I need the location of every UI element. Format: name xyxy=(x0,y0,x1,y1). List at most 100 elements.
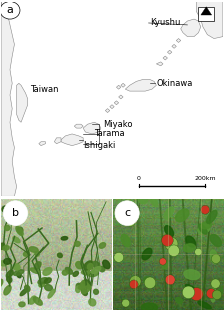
Ellipse shape xyxy=(5,226,10,231)
Circle shape xyxy=(122,299,130,307)
Polygon shape xyxy=(176,39,181,42)
Ellipse shape xyxy=(150,195,157,207)
Ellipse shape xyxy=(58,253,62,258)
Ellipse shape xyxy=(61,236,68,240)
Polygon shape xyxy=(105,109,110,113)
Polygon shape xyxy=(125,80,156,91)
Ellipse shape xyxy=(94,289,98,294)
Circle shape xyxy=(129,275,141,287)
Polygon shape xyxy=(61,134,83,146)
Circle shape xyxy=(168,245,179,256)
Ellipse shape xyxy=(35,251,39,256)
Ellipse shape xyxy=(210,250,218,264)
Ellipse shape xyxy=(185,284,198,295)
Ellipse shape xyxy=(91,266,101,274)
Ellipse shape xyxy=(207,210,217,223)
Ellipse shape xyxy=(43,267,52,275)
Text: Kyushu: Kyushu xyxy=(150,18,180,27)
Ellipse shape xyxy=(198,301,211,309)
Circle shape xyxy=(192,288,204,299)
Text: c: c xyxy=(124,208,130,218)
Ellipse shape xyxy=(30,268,39,273)
Polygon shape xyxy=(116,85,121,89)
Ellipse shape xyxy=(78,281,86,288)
Ellipse shape xyxy=(100,266,105,272)
Circle shape xyxy=(114,252,124,262)
Ellipse shape xyxy=(75,241,80,246)
Ellipse shape xyxy=(33,297,42,305)
Ellipse shape xyxy=(0,261,7,266)
Polygon shape xyxy=(121,83,125,87)
Ellipse shape xyxy=(81,271,91,275)
Ellipse shape xyxy=(4,258,11,264)
Ellipse shape xyxy=(184,270,200,280)
Ellipse shape xyxy=(82,281,90,289)
Ellipse shape xyxy=(103,260,110,269)
Ellipse shape xyxy=(211,287,216,302)
Circle shape xyxy=(3,201,28,225)
Text: Miyako: Miyako xyxy=(103,120,133,129)
Ellipse shape xyxy=(89,299,96,306)
Circle shape xyxy=(162,234,173,246)
Circle shape xyxy=(201,205,209,214)
Ellipse shape xyxy=(76,261,83,269)
Ellipse shape xyxy=(17,227,23,233)
Ellipse shape xyxy=(34,262,41,269)
Polygon shape xyxy=(110,105,114,109)
Ellipse shape xyxy=(30,296,36,304)
Ellipse shape xyxy=(19,302,25,307)
Polygon shape xyxy=(17,83,28,122)
Polygon shape xyxy=(163,56,168,60)
Ellipse shape xyxy=(83,280,90,286)
Text: Tarama: Tarama xyxy=(94,129,125,139)
Ellipse shape xyxy=(73,271,78,276)
Ellipse shape xyxy=(62,271,68,275)
Polygon shape xyxy=(114,101,119,105)
Ellipse shape xyxy=(198,224,210,234)
Circle shape xyxy=(212,290,222,300)
Ellipse shape xyxy=(20,289,27,296)
Ellipse shape xyxy=(29,247,38,252)
Text: 200km: 200km xyxy=(194,176,216,181)
Text: 0: 0 xyxy=(137,176,140,181)
Text: Ishigaki: Ishigaki xyxy=(83,141,116,150)
Ellipse shape xyxy=(183,244,195,252)
Ellipse shape xyxy=(212,253,218,259)
Polygon shape xyxy=(181,19,201,37)
Circle shape xyxy=(129,280,138,289)
Ellipse shape xyxy=(176,298,182,303)
Ellipse shape xyxy=(13,264,20,270)
Circle shape xyxy=(190,288,203,301)
Circle shape xyxy=(165,275,175,285)
Ellipse shape xyxy=(186,236,196,247)
Ellipse shape xyxy=(3,246,9,250)
Circle shape xyxy=(211,279,220,288)
Ellipse shape xyxy=(0,279,3,288)
Ellipse shape xyxy=(88,271,98,277)
Ellipse shape xyxy=(39,282,45,287)
Circle shape xyxy=(126,217,135,226)
Ellipse shape xyxy=(142,248,152,260)
Ellipse shape xyxy=(84,261,93,270)
Ellipse shape xyxy=(45,285,52,291)
Ellipse shape xyxy=(198,224,207,234)
Polygon shape xyxy=(119,95,123,99)
Circle shape xyxy=(211,254,221,263)
Ellipse shape xyxy=(210,235,222,246)
Ellipse shape xyxy=(4,285,11,295)
Ellipse shape xyxy=(141,303,157,312)
Polygon shape xyxy=(156,62,163,66)
Polygon shape xyxy=(39,142,45,146)
Circle shape xyxy=(159,258,166,265)
Polygon shape xyxy=(168,50,172,54)
Ellipse shape xyxy=(176,209,189,222)
Circle shape xyxy=(165,237,178,251)
Ellipse shape xyxy=(81,288,87,295)
Polygon shape xyxy=(54,138,61,144)
Ellipse shape xyxy=(161,259,168,269)
Text: a: a xyxy=(6,5,13,15)
Ellipse shape xyxy=(144,277,153,285)
Ellipse shape xyxy=(24,251,29,256)
Circle shape xyxy=(206,289,216,298)
Circle shape xyxy=(144,277,156,289)
